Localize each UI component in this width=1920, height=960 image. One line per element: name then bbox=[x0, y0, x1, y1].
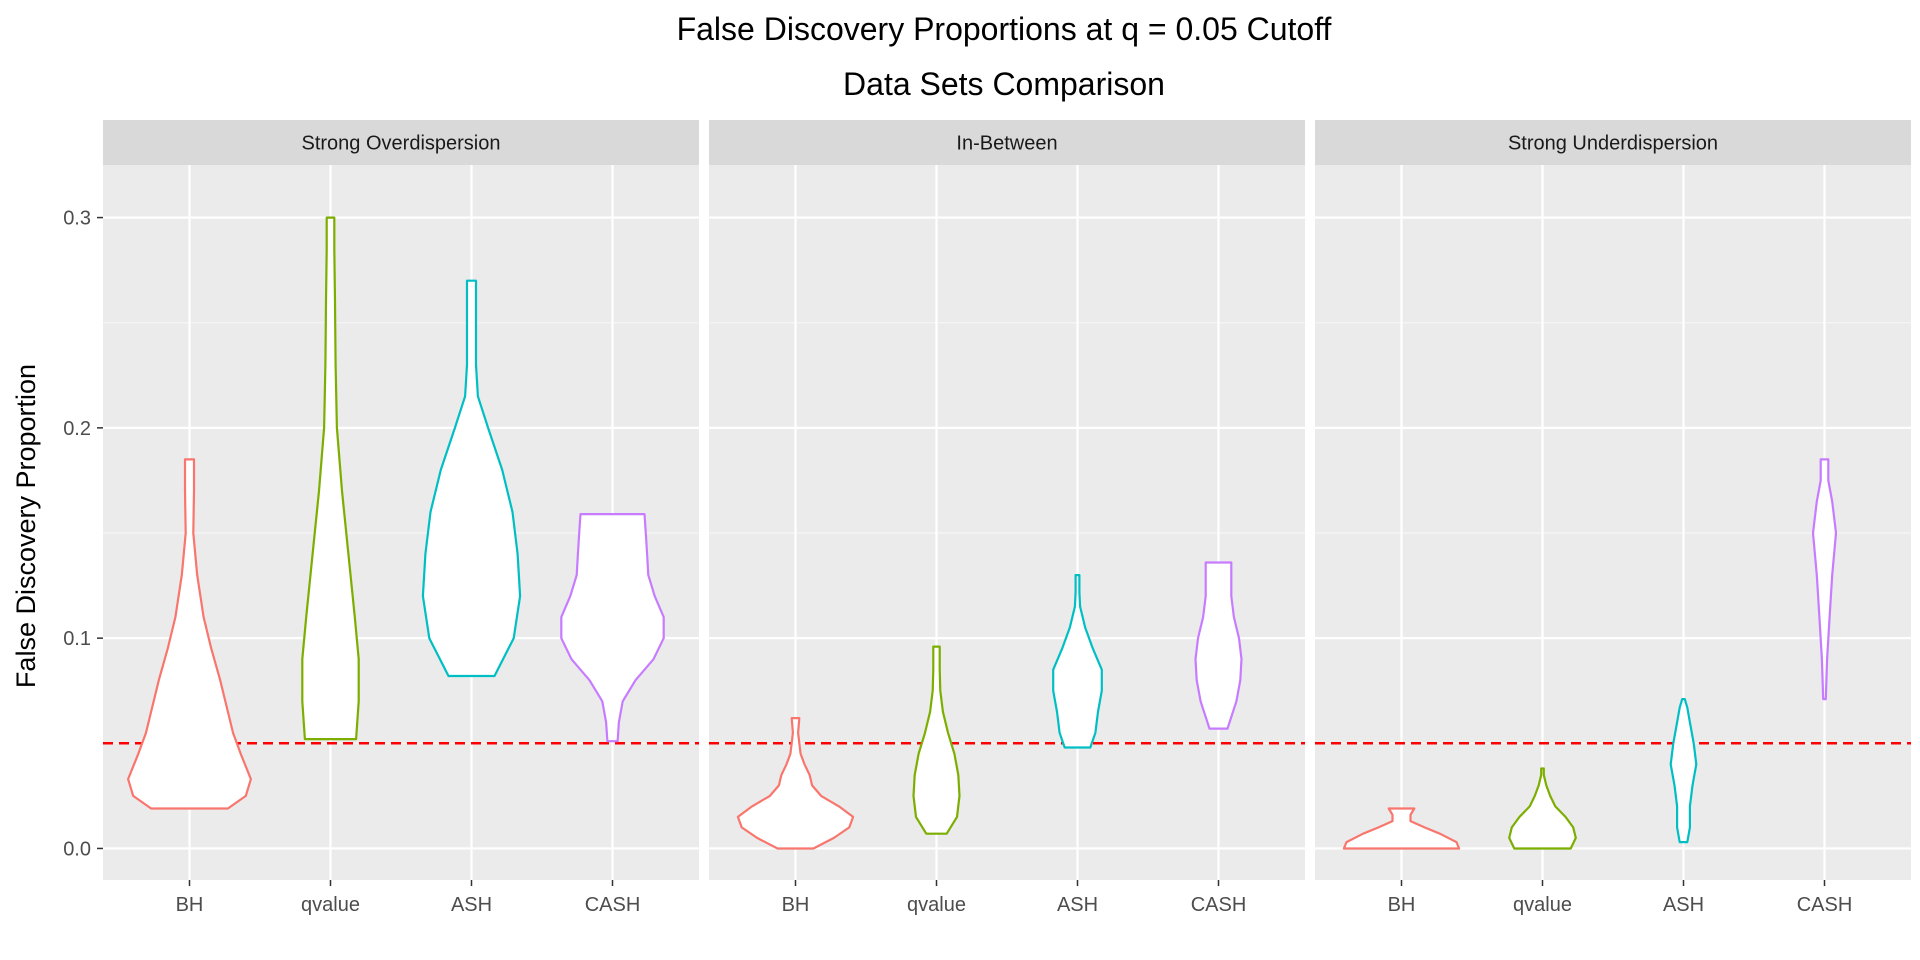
violin-ash bbox=[1052, 574, 1103, 749]
x-tick-label: qvalue bbox=[907, 894, 966, 916]
violin-qvalue bbox=[301, 216, 360, 741]
violin-ash bbox=[421, 279, 522, 678]
chart-subtitle: Data Sets Comparison bbox=[843, 66, 1165, 102]
x-tick-label: ASH bbox=[451, 894, 492, 916]
violin-cash bbox=[1194, 561, 1243, 730]
violin-ash bbox=[1669, 698, 1698, 844]
x-tick-label: CASH bbox=[1797, 894, 1853, 916]
facet-strip-label: In-Between bbox=[956, 133, 1057, 155]
violin-bh bbox=[127, 458, 252, 810]
chart-title: False Discovery Proportions at q = 0.05 … bbox=[677, 11, 1332, 47]
facet-strip bbox=[1315, 120, 1911, 165]
x-tick-label: qvalue bbox=[1513, 894, 1572, 916]
x-tick-label: ASH bbox=[1057, 894, 1098, 916]
panel-background bbox=[709, 165, 1305, 880]
violin-bh bbox=[736, 717, 855, 850]
violin-bh bbox=[1342, 807, 1461, 850]
y-tick-label: 0.2 bbox=[63, 418, 91, 440]
x-tick-label: BH bbox=[1388, 894, 1416, 916]
facet-strip-label: Strong Underdispersion bbox=[1508, 133, 1718, 155]
y-tick-label: 0.3 bbox=[63, 208, 91, 230]
x-tick-label: CASH bbox=[1191, 894, 1247, 916]
y-axis-title: False Discovery Proportion bbox=[11, 364, 41, 688]
facet-panel: Strong Underdispersion BH qvalue ASH CASH bbox=[1315, 120, 1911, 916]
x-tick-label: BH bbox=[176, 894, 204, 916]
facet-panel: In-Between BH qvalue ASH CASH bbox=[709, 120, 1305, 916]
facet-strip bbox=[103, 120, 699, 165]
facet-panel: Strong Overdispersion BH qvalue ASH CASH bbox=[103, 120, 699, 916]
violin-cash bbox=[1811, 458, 1838, 701]
facet-strip-label: Strong Overdispersion bbox=[302, 133, 501, 155]
y-axis: 0.0 0.1 0.2 0.3 bbox=[63, 208, 103, 860]
x-tick-label: ASH bbox=[1663, 894, 1704, 916]
panel-background bbox=[1315, 165, 1911, 880]
y-tick-label: 0.1 bbox=[63, 628, 91, 650]
violin-cash bbox=[560, 513, 665, 743]
x-tick-label: BH bbox=[782, 894, 810, 916]
x-tick-label: qvalue bbox=[301, 894, 360, 916]
x-tick-label: CASH bbox=[585, 894, 641, 916]
violin-qvalue bbox=[912, 645, 961, 835]
facet-strip bbox=[709, 120, 1305, 165]
y-tick-label: 0.0 bbox=[63, 838, 91, 860]
violin-qvalue bbox=[1508, 767, 1577, 850]
